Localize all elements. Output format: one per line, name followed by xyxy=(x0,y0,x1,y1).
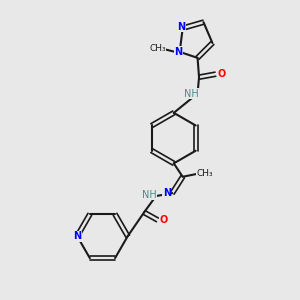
Text: N: N xyxy=(73,231,81,241)
Text: O: O xyxy=(159,215,167,225)
Text: CH₃: CH₃ xyxy=(197,169,213,178)
Text: N: N xyxy=(177,22,185,32)
Text: NH: NH xyxy=(184,88,198,98)
Text: N: N xyxy=(163,188,171,198)
Text: CH₃: CH₃ xyxy=(149,44,166,53)
Text: NH: NH xyxy=(142,190,157,200)
Text: N: N xyxy=(174,47,182,57)
Text: O: O xyxy=(217,69,226,79)
